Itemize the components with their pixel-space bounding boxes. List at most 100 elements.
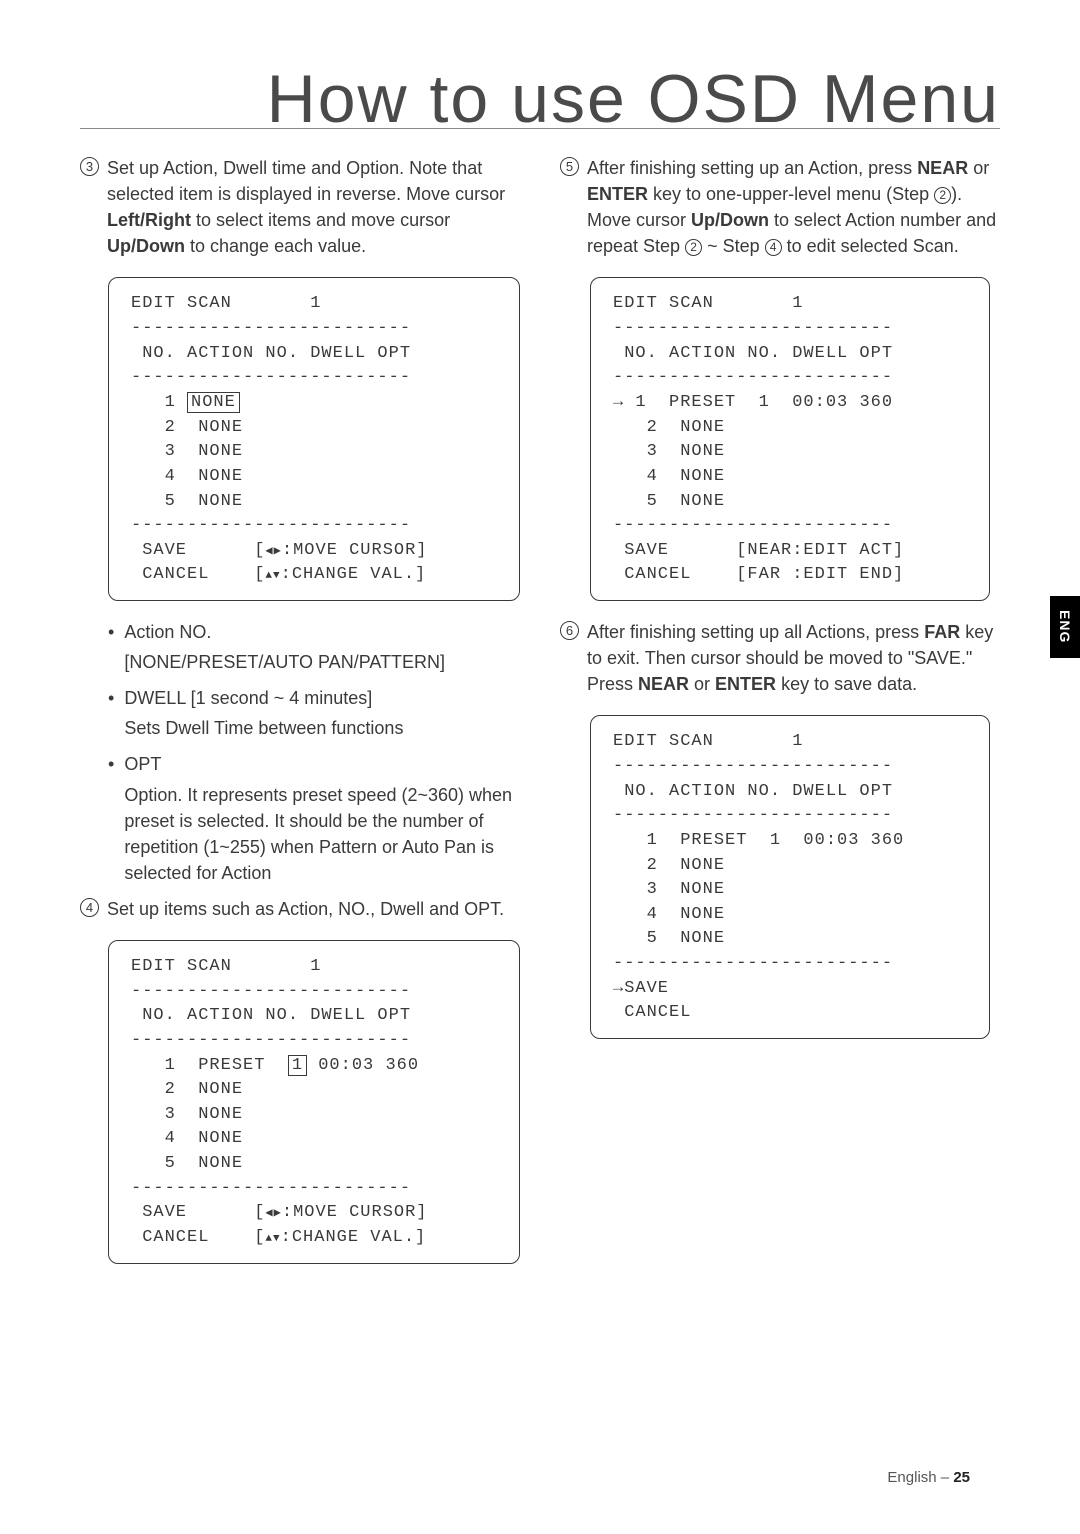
step5-b: or <box>968 158 989 178</box>
step-3-number: 3 <box>80 157 99 176</box>
step5-near: NEAR <box>917 158 968 178</box>
osd1-save-a: SAVE [ <box>131 541 265 560</box>
step5-f: to edit selected Scan. <box>782 236 959 256</box>
content-area: 3 Set up Action, Dwell time and Option. … <box>80 155 1000 1282</box>
bullet-1-sub: [NONE/PRESET/AUTO PAN/PATTERN] <box>124 649 520 675</box>
step-6: 6 After finishing setting up all Actions… <box>560 619 1000 697</box>
step-3-text-b: to select items and move cursor <box>191 210 450 230</box>
step-6-number: 6 <box>560 621 579 640</box>
triangle-up-icon <box>265 1228 273 1247</box>
footer-sep: – <box>941 1469 949 1486</box>
bullet-1-head: Action NO. <box>124 619 520 645</box>
osd4-row1: 1 PRESET 1 00:03 360 <box>613 831 904 850</box>
step5-c: key to one-upper-level menu (Step <box>648 184 934 204</box>
step-5-number: 5 <box>560 157 579 176</box>
osd4-row5: 5 NONE <box>613 929 725 948</box>
footer-lang: English <box>887 1469 936 1486</box>
bullet-action-no: • Action NO. [NONE/PRESET/AUTO PAN/PATTE… <box>108 619 520 675</box>
osd2-cancel-b: :CHANGE VAL.] <box>281 1228 427 1247</box>
osd2-row1-box: 1 <box>288 1055 307 1076</box>
osd3-dash2: ------------------------- <box>613 368 893 387</box>
osd4-row4: 4 NONE <box>613 905 725 924</box>
osd-panel-4: EDIT SCAN 1 ------------------------- NO… <box>590 715 990 1039</box>
osd2-cancel-a: CANCEL [ <box>131 1228 265 1247</box>
osd2-dash2: ------------------------- <box>131 1031 411 1050</box>
step6-d: key to save data. <box>776 674 917 694</box>
bullet-dot-icon: • <box>108 619 114 675</box>
right-column: 5 After finishing setting up an Action, … <box>560 155 1000 1282</box>
triangle-up-icon <box>265 565 273 584</box>
osd1-row2: 2 NONE <box>131 418 243 437</box>
osd3-row5: 5 NONE <box>613 492 725 511</box>
osd3-row2: 2 NONE <box>613 418 725 437</box>
step-ref-2b: 2 <box>685 239 702 256</box>
step-3-text-a: Set up Action, Dwell time and Option. No… <box>107 158 505 204</box>
osd2-title: EDIT SCAN 1 <box>131 957 321 976</box>
step-3-updown: Up/Down <box>107 236 185 256</box>
step6-near: NEAR <box>638 674 689 694</box>
bullet-dot-icon: • <box>108 685 114 741</box>
step-ref-2: 2 <box>934 187 951 204</box>
osd1-row5: 5 NONE <box>131 492 243 511</box>
step5-updown: Up/Down <box>691 210 769 230</box>
footer-page-number: 25 <box>953 1469 970 1486</box>
bullet-dot-icon: • <box>108 751 114 885</box>
osd4-header: NO. ACTION NO. DWELL OPT <box>613 782 893 801</box>
step-3-body: Set up Action, Dwell time and Option. No… <box>107 155 520 259</box>
osd1-row1-box: NONE <box>187 392 240 413</box>
osd2-row4: 4 NONE <box>131 1129 243 1148</box>
osd4-row3: 3 NONE <box>613 880 725 899</box>
step-4-number: 4 <box>80 898 99 917</box>
osd2-row1b: 00:03 360 <box>307 1056 419 1075</box>
bullet-3-sub: Option. It represents preset speed (2~36… <box>124 782 520 886</box>
left-column: 3 Set up Action, Dwell time and Option. … <box>80 155 520 1282</box>
step-5: 5 After finishing setting up an Action, … <box>560 155 1000 259</box>
step-4: 4 Set up items such as Action, NO., Dwel… <box>80 896 520 922</box>
osd2-row5: 5 NONE <box>131 1154 243 1173</box>
triangle-left-icon <box>265 1203 273 1222</box>
page-title: How to use OSD Menu <box>267 60 1000 138</box>
osd2-save-a: SAVE [ <box>131 1203 265 1222</box>
osd4-dash1: ------------------------- <box>613 757 893 776</box>
osd4-row2: 2 NONE <box>613 856 725 875</box>
step-5-body: After finishing setting up an Action, pr… <box>587 155 1000 259</box>
osd-panel-2: EDIT SCAN 1 ------------------------- NO… <box>108 940 520 1264</box>
step-ref-4: 4 <box>765 239 782 256</box>
step6-a: After finishing setting up all Actions, … <box>587 622 924 642</box>
osd1-header: NO. ACTION NO. DWELL OPT <box>131 344 411 363</box>
bullet-3-head: OPT <box>124 751 520 777</box>
triangle-down-icon <box>273 1228 281 1247</box>
osd3-dash3: ------------------------- <box>613 516 893 535</box>
step-3-bullets: • Action NO. [NONE/PRESET/AUTO PAN/PATTE… <box>108 619 520 886</box>
osd3-header: NO. ACTION NO. DWELL OPT <box>613 344 893 363</box>
bullet-dwell: • DWELL [1 second ~ 4 minutes] Sets Dwel… <box>108 685 520 741</box>
osd1-save-b: :MOVE CURSOR] <box>282 541 428 560</box>
osd2-row2: 2 NONE <box>131 1080 243 1099</box>
osd1-title: EDIT SCAN 1 <box>131 294 321 313</box>
osd4-dash3: ------------------------- <box>613 954 893 973</box>
arrow-right-icon <box>613 979 624 998</box>
step-3-text-c: to change each value. <box>185 236 366 256</box>
osd2-dash1: ------------------------- <box>131 982 411 1001</box>
osd4-save: SAVE <box>624 979 669 998</box>
bullet-opt: • OPT Option. It represents preset speed… <box>108 751 520 885</box>
osd3-title: EDIT SCAN 1 <box>613 294 803 313</box>
osd2-header: NO. ACTION NO. DWELL OPT <box>131 1006 411 1025</box>
triangle-left-icon <box>265 541 273 560</box>
step6-enter: ENTER <box>715 674 776 694</box>
triangle-right-icon <box>274 1203 282 1222</box>
osd1-cancel-b: :CHANGE VAL.] <box>281 565 427 584</box>
title-rule <box>80 128 1000 129</box>
step5-a: After finishing setting up an Action, pr… <box>587 158 917 178</box>
osd2-dash3: ------------------------- <box>131 1179 411 1198</box>
step6-c: or <box>689 674 715 694</box>
triangle-down-icon <box>273 565 281 584</box>
bullet-2-head: DWELL [1 second ~ 4 minutes] <box>124 685 520 711</box>
osd3-row3: 3 NONE <box>613 442 725 461</box>
osd1-dash3: ------------------------- <box>131 516 411 535</box>
osd1-row3: 3 NONE <box>131 442 243 461</box>
step5-enter: ENTER <box>587 184 648 204</box>
osd2-row3: 3 NONE <box>131 1105 243 1124</box>
page-footer: English – 25 <box>887 1469 970 1486</box>
bullet-2-sub: Sets Dwell Time between functions <box>124 715 520 741</box>
